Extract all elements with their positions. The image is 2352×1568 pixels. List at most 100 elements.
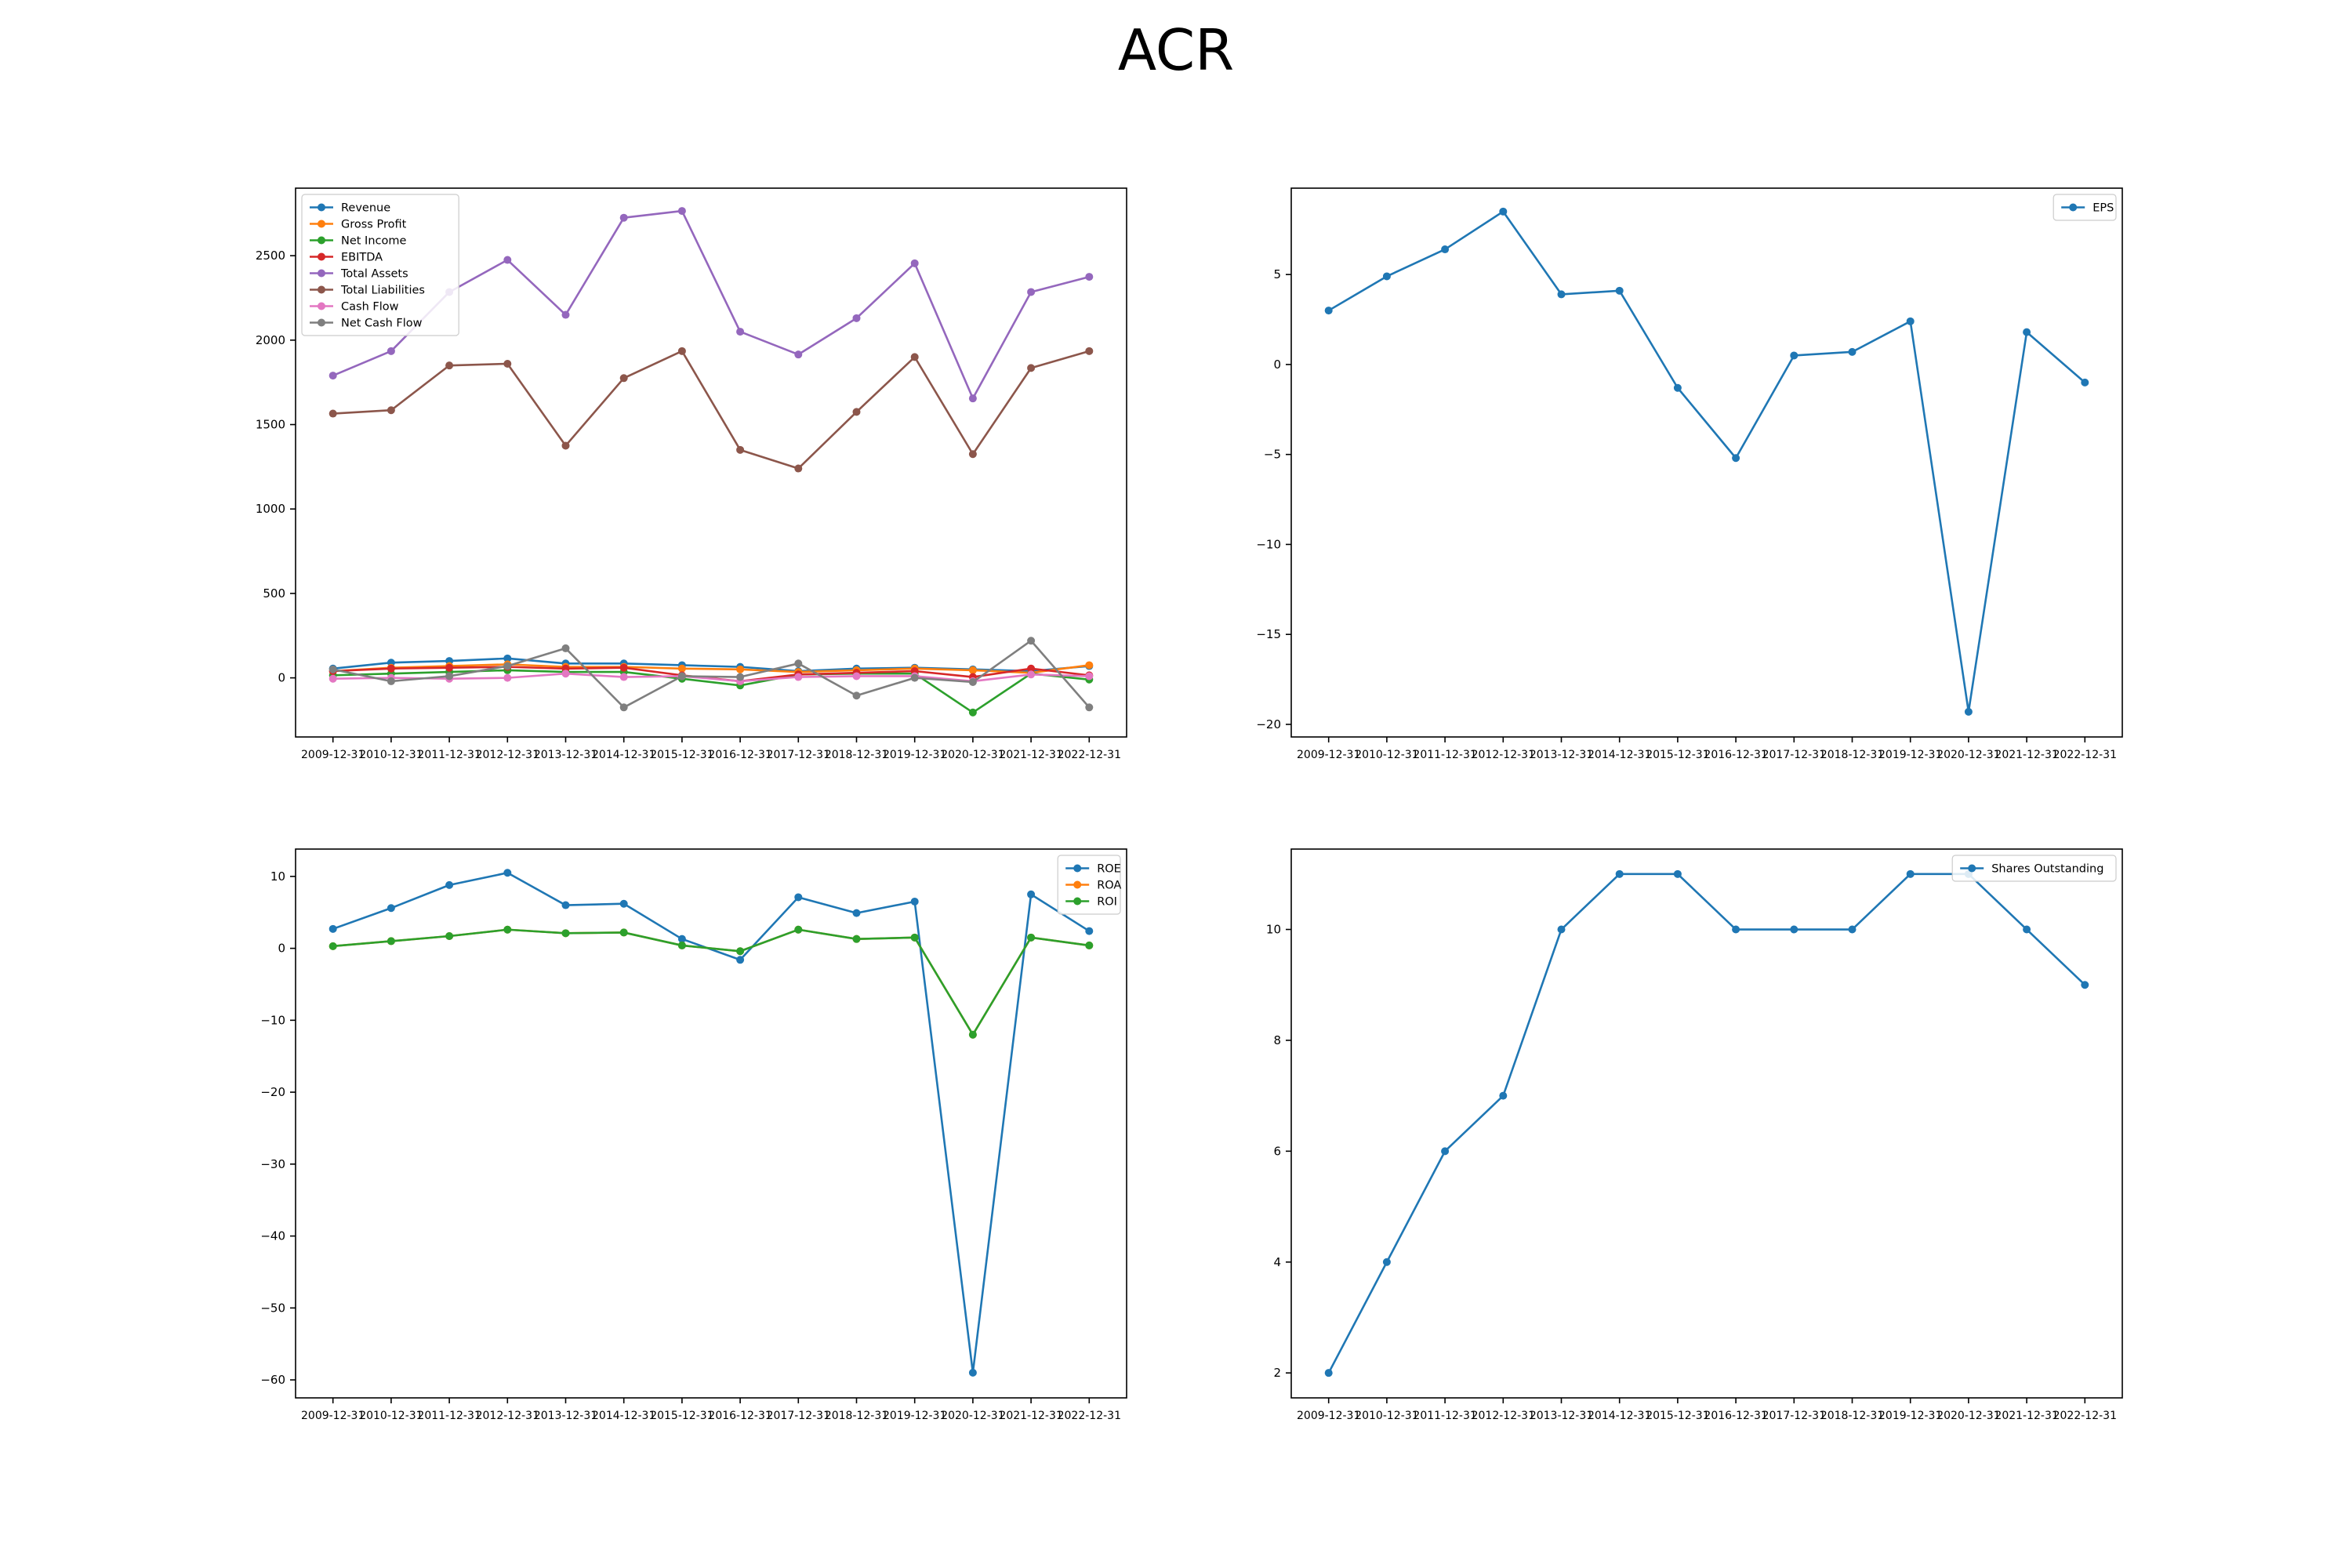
data-point	[1790, 925, 1798, 934]
data-point	[619, 673, 628, 681]
data-point	[2023, 925, 2031, 934]
x-tick-label: 2017-12-31	[1762, 749, 1826, 761]
x-tick-label: 2018-12-31	[825, 1410, 888, 1422]
x-tick-label: 2010-12-31	[1355, 1410, 1418, 1422]
x-tick-label: 2015-12-31	[1646, 749, 1709, 761]
x-tick-label: 2019-12-31	[883, 749, 946, 761]
data-point	[1499, 207, 1508, 216]
legend-marker	[1073, 880, 1082, 889]
x-tick-label: 2016-12-31	[1704, 749, 1767, 761]
data-point	[387, 406, 395, 415]
data-point	[1027, 670, 1036, 679]
x-tick-label: 2012-12-31	[1472, 1410, 1535, 1422]
data-point	[503, 256, 512, 264]
series-line	[332, 663, 1090, 674]
data-point	[968, 678, 977, 686]
data-point	[561, 901, 570, 909]
data-point	[1848, 347, 1857, 356]
data-point	[387, 937, 395, 946]
data-point	[1027, 288, 1036, 296]
legend-label: ROI	[1097, 896, 1117, 909]
legend-label: Revenue	[341, 202, 390, 215]
legend: EPS	[2053, 194, 2117, 221]
plot-frame	[295, 187, 1127, 738]
x-tick-label: 2015-12-31	[650, 749, 713, 761]
data-point	[1964, 707, 1973, 716]
legend-label: ROA	[1097, 880, 1121, 892]
series-shares-outstanding	[1324, 869, 2089, 1377]
data-point	[503, 925, 512, 934]
y-tick-label: 0	[278, 671, 285, 685]
data-point	[503, 673, 512, 682]
data-point	[387, 677, 395, 685]
data-point	[910, 897, 919, 906]
data-point	[1324, 1369, 1333, 1377]
chart-panel-3: −60 −50 −40 −30 −20 −10 0 10 2009-12-312010-12-3…	[260, 848, 1127, 1422]
data-point	[968, 394, 977, 403]
chart-panel-2: −20 −15 −10 −5 0 5 2009-12-312010-12-312011-12…	[1256, 187, 2123, 761]
x-tick-label: 2009-12-31	[301, 1410, 365, 1422]
x-tick-label: 2021-12-31	[1994, 1410, 2058, 1422]
legend-label: Total Liabilities	[340, 285, 425, 297]
x-tick-label: 2022-12-31	[1058, 1410, 1121, 1422]
legend-label: Cash Flow	[341, 301, 399, 314]
series-line	[1327, 873, 2086, 1374]
legend-box	[301, 194, 459, 336]
x-tick-label: 2013-12-31	[534, 749, 597, 761]
x-tick-label: 2020-12-31	[941, 1410, 1004, 1422]
y-tick-label: −20	[260, 1085, 285, 1099]
x-tick-label: 2022-12-31	[1058, 749, 1121, 761]
x-tick-label: 2013-12-31	[534, 1410, 597, 1422]
data-point	[445, 361, 454, 370]
data-point	[677, 672, 686, 681]
data-point	[736, 956, 745, 964]
legend-label: Gross Profit	[341, 219, 407, 231]
x-tick-label: 2020-12-31	[1936, 1410, 2000, 1422]
data-point	[619, 899, 628, 908]
data-point	[794, 659, 803, 668]
data-point	[2023, 328, 2031, 336]
data-point	[2081, 981, 2089, 989]
data-point	[1027, 364, 1036, 372]
x-tick-label: 2014-12-31	[592, 749, 655, 761]
series-line	[1328, 210, 2086, 713]
series-roi	[328, 925, 1094, 1039]
data-point	[736, 947, 745, 956]
plot-frame	[1290, 848, 2123, 1399]
data-point	[2081, 378, 2089, 387]
data-point	[561, 670, 570, 678]
x-tick-label: 2014-12-31	[592, 1410, 655, 1422]
y-tick-label: 6	[1273, 1144, 1281, 1158]
y-tick-label: 5	[1273, 267, 1281, 281]
legend-box	[1951, 855, 2117, 882]
y-tick-label: −20	[1256, 717, 1281, 731]
x-tick-label: 2012-12-31	[1472, 749, 1535, 761]
x-tick-label: 2011-12-31	[417, 749, 481, 761]
x-tick-label: 2018-12-31	[825, 749, 888, 761]
series-roe	[328, 869, 1094, 1377]
data-point	[387, 904, 395, 913]
data-point	[387, 347, 395, 355]
series-line	[332, 871, 1090, 1374]
data-point	[619, 928, 628, 937]
page-title: ACR	[1117, 17, 1235, 83]
legend-label: ROE	[1097, 863, 1121, 876]
x-tick-label: 2022-12-31	[2053, 749, 2117, 761]
y-tick-label: −15	[1256, 627, 1281, 641]
y-tick-label: −50	[260, 1301, 285, 1315]
x-tick-label: 2013-12-31	[1530, 749, 1593, 761]
data-point	[736, 665, 745, 673]
y-tick-label: −30	[260, 1157, 285, 1171]
plot-frame	[1290, 187, 2123, 738]
y-tick-label: 0	[278, 942, 285, 956]
x-tick-label: 2020-12-31	[941, 749, 1004, 761]
data-point	[1615, 869, 1624, 878]
x-tick-label: 2011-12-31	[1413, 1410, 1476, 1422]
x-tick-label: 2019-12-31	[1878, 749, 1942, 761]
x-tick-label: 2012-12-31	[476, 1410, 539, 1422]
data-point	[1615, 286, 1624, 295]
x-tick-label: 2021-12-31	[999, 749, 1062, 761]
data-point	[910, 353, 919, 361]
data-point	[503, 662, 512, 670]
